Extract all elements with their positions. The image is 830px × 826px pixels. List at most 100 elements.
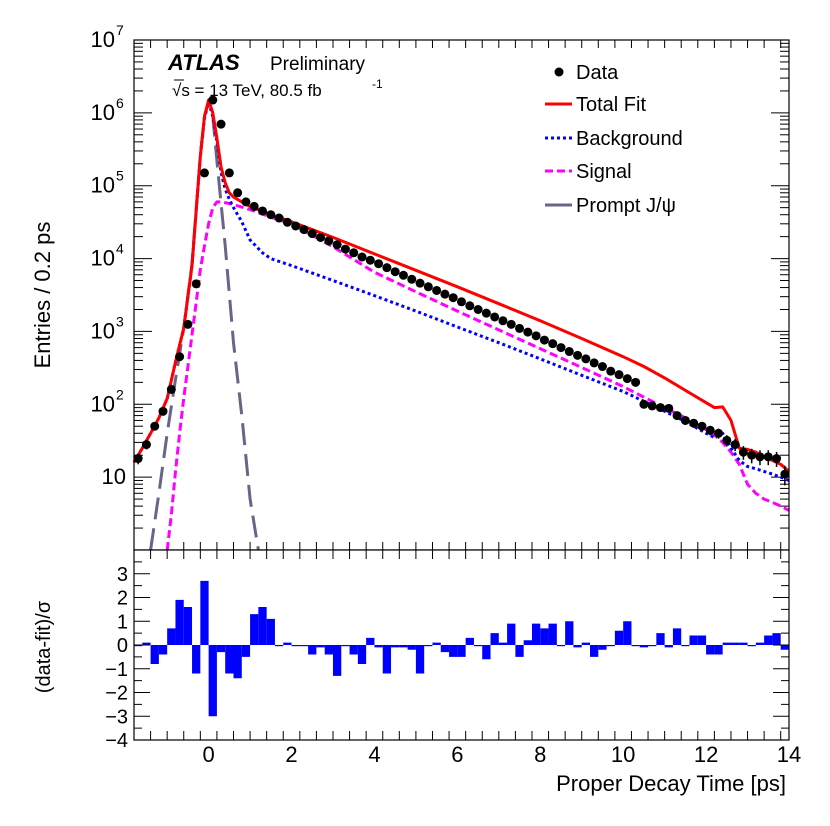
data-point	[266, 210, 276, 220]
data-point	[655, 403, 665, 413]
data-point	[730, 440, 740, 450]
data-point	[672, 411, 682, 421]
data-point	[780, 469, 790, 479]
residual-bar	[747, 645, 756, 647]
data-point	[291, 221, 301, 231]
main-y-axis-label: Entries / 0.2 ps	[30, 222, 55, 369]
residual-bar	[556, 645, 566, 647]
data-point	[548, 339, 558, 349]
data-point	[614, 370, 624, 380]
residual-bar	[648, 645, 657, 647]
data-point	[382, 263, 392, 273]
x-tick-label: 0	[202, 742, 214, 767]
data-point	[241, 197, 251, 207]
residual-bar	[482, 645, 491, 660]
main-y-tick-label: 10	[91, 391, 115, 416]
data-point	[274, 213, 284, 223]
residual-bar	[672, 628, 682, 645]
x-tick-label: 14	[777, 742, 801, 767]
data-point	[432, 285, 442, 295]
main-y-tick-label: 10	[91, 173, 115, 198]
residual-bar	[681, 645, 690, 647]
data-point	[564, 347, 574, 357]
residual-bar	[614, 630, 624, 645]
residual-bar	[515, 645, 524, 657]
data-point	[481, 308, 491, 318]
data-point	[208, 95, 218, 105]
main-y-tick-label: 10	[102, 464, 126, 489]
data-point	[141, 440, 151, 450]
preliminary-label: Preliminary	[270, 54, 366, 75]
residual-bar	[216, 645, 226, 653]
residual-bar	[175, 599, 184, 645]
residual-bar	[391, 645, 400, 648]
data-point	[556, 343, 566, 353]
residual-bar	[200, 580, 209, 645]
residual-bar	[366, 637, 375, 645]
residual-bar	[523, 640, 532, 645]
residual-bar	[332, 645, 342, 676]
data-point	[249, 201, 259, 211]
data-point	[722, 435, 732, 445]
data-point	[747, 450, 757, 460]
legend-label-background: Background	[576, 128, 683, 150]
legend-label-signal: Signal	[576, 161, 632, 183]
data-point	[697, 421, 707, 431]
data-point	[647, 401, 657, 411]
data-point	[398, 270, 408, 280]
residual-bar	[457, 645, 466, 657]
residual-bar	[573, 645, 582, 648]
x-tick-label: 8	[534, 742, 546, 767]
ratio-y-tick-label: −1	[105, 659, 128, 681]
energy-lumi-label: √s = 13 TeV, 80.5 fb -1	[172, 77, 383, 100]
residual-bar	[490, 633, 499, 645]
main-y-tick-exponent: 3	[116, 313, 124, 329]
residual-bar	[167, 628, 176, 645]
data-point	[457, 297, 466, 307]
data-points	[133, 95, 790, 486]
legend: Data Total Fit Background Signal Prompt …	[545, 62, 683, 217]
legend-label-prompt: Prompt J/ψ	[576, 195, 676, 217]
residual-bar	[598, 645, 607, 650]
residual-bar	[623, 621, 632, 645]
curve-total-fit	[132, 98, 790, 473]
data-point	[258, 206, 268, 216]
residual-bar	[225, 645, 234, 674]
residual-bar	[730, 642, 740, 645]
data-point	[423, 282, 433, 292]
ratio-y-tick-label: −2	[105, 683, 128, 705]
data-point	[133, 454, 143, 464]
data-point	[415, 278, 425, 288]
data-point	[515, 323, 525, 333]
residual-bar	[424, 645, 433, 647]
residual-bar	[283, 642, 292, 645]
ratio-y-axis-label: (data-fit)/σ	[33, 600, 55, 693]
data-point	[199, 168, 209, 178]
residual-bar	[507, 623, 516, 645]
residual-bar	[399, 645, 408, 648]
legend-label-total-fit: Total Fit	[576, 94, 646, 116]
data-point	[233, 188, 243, 198]
data-point	[407, 274, 417, 284]
data-point	[689, 418, 699, 428]
data-point	[597, 362, 607, 372]
residual-bar	[291, 645, 300, 647]
main-y-tick-label: 10	[91, 100, 115, 125]
data-point	[340, 244, 350, 254]
energy-text: √s = 13 TeV, 80.5 fb	[172, 81, 322, 100]
data-point	[332, 240, 342, 250]
residual-bar	[440, 645, 450, 653]
residual-bar	[581, 642, 591, 645]
data-point	[581, 354, 591, 364]
data-point	[622, 374, 632, 384]
data-point	[523, 327, 533, 337]
residual-bar	[274, 645, 284, 647]
data-point	[183, 319, 193, 329]
residual-bar	[639, 645, 649, 648]
data-point	[763, 452, 773, 462]
main-y-tick-exponent: 5	[116, 168, 124, 184]
data-point	[307, 229, 317, 239]
